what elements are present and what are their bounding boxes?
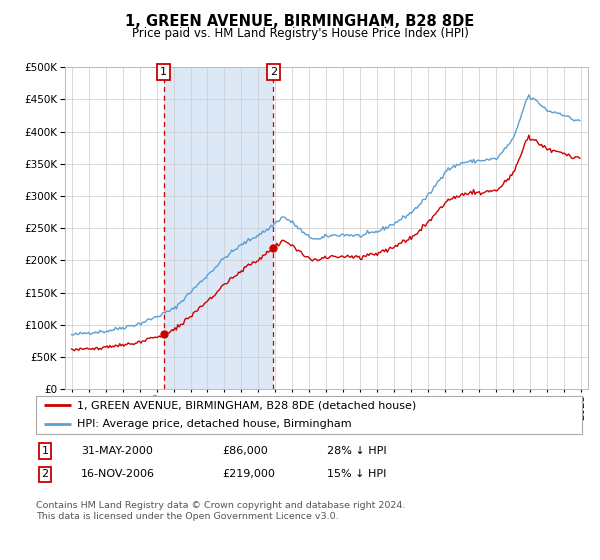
Text: Price paid vs. HM Land Registry's House Price Index (HPI): Price paid vs. HM Land Registry's House … bbox=[131, 27, 469, 40]
Text: £219,000: £219,000 bbox=[222, 469, 275, 479]
Text: 1: 1 bbox=[160, 67, 167, 77]
Text: 15% ↓ HPI: 15% ↓ HPI bbox=[327, 469, 386, 479]
FancyBboxPatch shape bbox=[36, 396, 582, 434]
Text: 1, GREEN AVENUE, BIRMINGHAM, B28 8DE (detached house): 1, GREEN AVENUE, BIRMINGHAM, B28 8DE (de… bbox=[77, 400, 416, 410]
Text: 16-NOV-2006: 16-NOV-2006 bbox=[81, 469, 155, 479]
Text: 1: 1 bbox=[41, 446, 49, 456]
Text: 28% ↓ HPI: 28% ↓ HPI bbox=[327, 446, 386, 456]
Text: 2: 2 bbox=[41, 469, 49, 479]
Text: 1, GREEN AVENUE, BIRMINGHAM, B28 8DE: 1, GREEN AVENUE, BIRMINGHAM, B28 8DE bbox=[125, 14, 475, 29]
Text: Contains HM Land Registry data © Crown copyright and database right 2024.
This d: Contains HM Land Registry data © Crown c… bbox=[36, 501, 406, 521]
Text: HPI: Average price, detached house, Birmingham: HPI: Average price, detached house, Birm… bbox=[77, 419, 352, 430]
Text: 31-MAY-2000: 31-MAY-2000 bbox=[81, 446, 153, 456]
Bar bbox=[164, 67, 274, 389]
Text: £86,000: £86,000 bbox=[222, 446, 268, 456]
Text: 2: 2 bbox=[270, 67, 277, 77]
